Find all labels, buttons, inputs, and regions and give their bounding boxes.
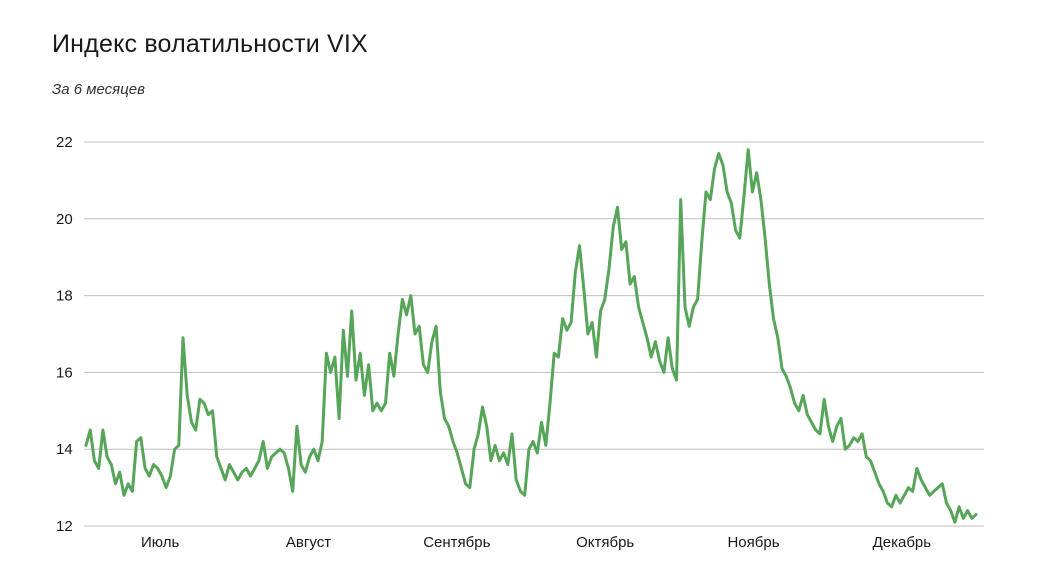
y-tick-label: 14 [56,441,73,458]
y-tick-label: 16 [56,364,73,381]
y-tick-label: 20 [56,211,73,228]
x-tick-label: Август [286,534,331,551]
y-tick-label: 22 [56,134,73,151]
x-tick-label: Июль [141,534,179,551]
x-tick-label: Ноябрь [727,534,779,551]
series-line-vix [84,148,978,524]
x-tick-label: Сентябрь [423,534,490,551]
chart-title: Индекс волатильности VIX [52,30,368,58]
y-tick-label: 12 [56,518,73,535]
x-tick-label: Октябрь [576,534,634,551]
chart-subtitle: За 6 месяцев [52,81,145,98]
y-tick-label: 18 [56,288,73,305]
x-tick-label: Декабрь [873,534,932,551]
